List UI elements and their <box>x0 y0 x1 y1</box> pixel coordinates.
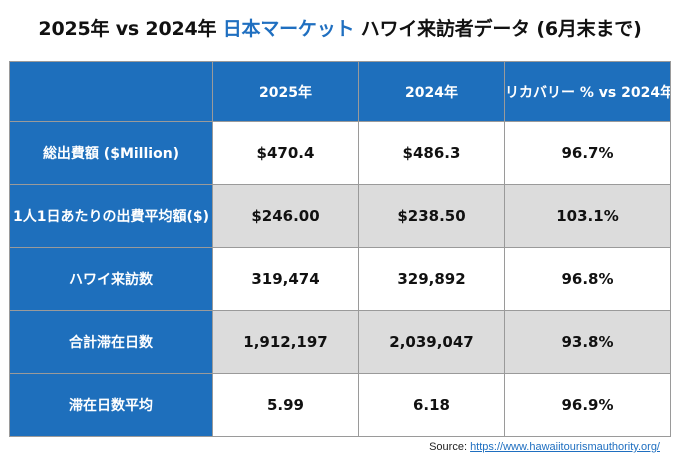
source-link[interactable]: https://www.hawaiitourismauthority.org/ <box>470 441 660 453</box>
cell-recovery: 103.1% <box>504 184 671 248</box>
cell-2025: 319,474 <box>212 247 359 311</box>
header-recovery: リカバリー % vs 2024年 <box>504 61 671 122</box>
table-row: ハワイ来訪数 319,474 329,892 96.8% <box>9 247 671 311</box>
cell-recovery: 96.8% <box>504 247 671 311</box>
cell-2025: 1,912,197 <box>212 310 359 374</box>
row-label: 合計滞在日数 <box>9 310 213 374</box>
table-row: 総出費額 ($Million) $470.4 $486.3 96.7% <box>9 121 671 185</box>
header-2025: 2025年 <box>212 61 359 122</box>
row-label: 総出費額 ($Million) <box>9 121 213 185</box>
title-accent: 日本マーケット <box>222 18 355 40</box>
cell-recovery: 96.9% <box>504 373 671 437</box>
cell-2024: 2,039,047 <box>358 310 505 374</box>
header-corner-cell <box>9 61 213 122</box>
row-label: ハワイ来訪数 <box>9 247 213 311</box>
source-prefix: Source: <box>429 441 471 453</box>
cell-2024: 6.18 <box>358 373 505 437</box>
table-row: 合計滞在日数 1,912,197 2,039,047 93.8% <box>9 310 671 374</box>
table-row: 滞在日数平均 5.99 6.18 96.9% <box>9 373 671 437</box>
cell-recovery: 93.8% <box>504 310 671 374</box>
cell-2024: 329,892 <box>358 247 505 311</box>
cell-2024: $486.3 <box>358 121 505 185</box>
row-label: 1人1日あたりの出費平均額($) <box>9 184 213 248</box>
cell-2024: $238.50 <box>358 184 505 248</box>
title-prefix: 2025年 vs 2024年 <box>38 18 223 40</box>
row-label: 滞在日数平均 <box>9 373 213 437</box>
cell-2025: $470.4 <box>212 121 359 185</box>
table-row: 1人1日あたりの出費平均額($) $246.00 $238.50 103.1% <box>9 184 671 248</box>
cell-2025: $246.00 <box>212 184 359 248</box>
page-title: 2025年 vs 2024年 日本マーケット ハワイ来訪者データ (6月末まで) <box>0 14 680 41</box>
cell-2025: 5.99 <box>212 373 359 437</box>
visitor-data-table: 2025年 2024年 リカバリー % vs 2024年 総出費額 ($Mill… <box>9 61 671 437</box>
source-note: Source: https://www.hawaiitourismauthori… <box>429 441 660 453</box>
table-header-row: 2025年 2024年 リカバリー % vs 2024年 <box>9 61 671 122</box>
header-2024: 2024年 <box>358 61 505 122</box>
cell-recovery: 96.7% <box>504 121 671 185</box>
title-suffix: ハワイ来訪者データ (6月末まで) <box>354 18 642 40</box>
